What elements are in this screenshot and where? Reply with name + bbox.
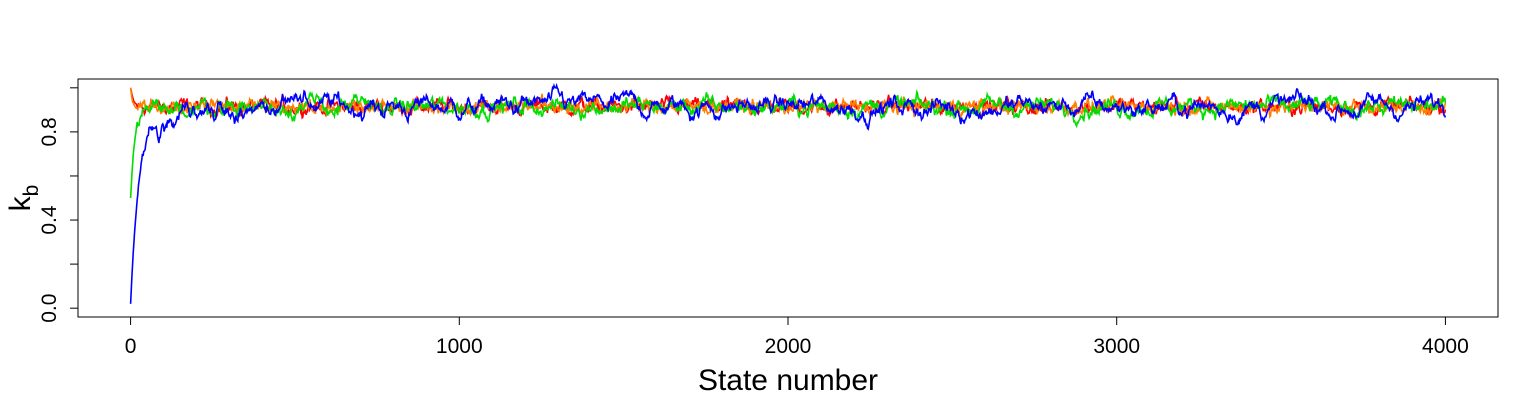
x-tick-label: 0 bbox=[125, 335, 137, 358]
x-tick-label: 2000 bbox=[765, 335, 812, 358]
y-tick-label: 0.4 bbox=[38, 205, 61, 235]
series-line-4 bbox=[129, 82, 1447, 304]
y-axis-title-subscript: b bbox=[20, 185, 43, 197]
x-tick-label: 3000 bbox=[1093, 335, 1140, 358]
y-tick-label: 0.0 bbox=[38, 294, 61, 323]
y-axis-title-main: k bbox=[4, 195, 37, 211]
x-axis: 0 1000 2000 3000 4000 bbox=[125, 316, 1469, 358]
y-tick-label: 0.8 bbox=[38, 117, 61, 146]
x-tick-label: 4000 bbox=[1422, 335, 1469, 358]
x-axis-title: State number bbox=[698, 364, 878, 397]
y-axis: 0.0 0.4 0.8 bbox=[38, 87, 79, 323]
y-axis-title: kb bbox=[4, 185, 43, 212]
x-tick-label: 1000 bbox=[436, 335, 483, 358]
series-layer bbox=[129, 82, 1447, 304]
